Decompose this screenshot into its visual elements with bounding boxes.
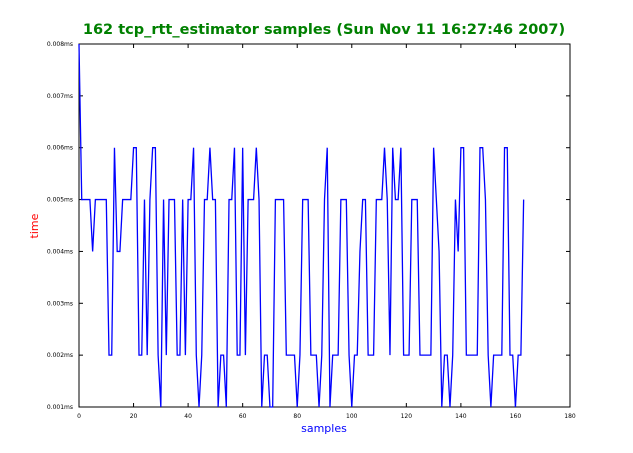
- y-tick-label: 0.004ms: [47, 248, 73, 255]
- chart-title: 162 tcp_rtt_estimator samples (Sun Nov 1…: [83, 22, 565, 38]
- y-tick-label: 0.005ms: [47, 197, 73, 204]
- y-tick-label: 0.003ms: [47, 300, 73, 307]
- data-series: [78, 43, 525, 408]
- x-tick-label: 60: [239, 413, 247, 420]
- x-tick-label: 160: [510, 413, 522, 420]
- y-tick-label: 0.001ms: [47, 404, 73, 411]
- x-tick-label: 140: [455, 413, 467, 420]
- y-tick-label: 0.006ms: [47, 145, 73, 152]
- y-tick-label: 0.007ms: [47, 93, 73, 100]
- x-tick-label: 20: [130, 413, 138, 420]
- y-tick-label: 0.002ms: [47, 352, 73, 359]
- x-tick-label: 0: [77, 413, 81, 420]
- y-tick-label: 0.008ms: [47, 41, 73, 48]
- x-tick-label: 180: [564, 413, 576, 420]
- x-axis-ticks: 0 20 40 60 80 100 120 140 160 180: [77, 44, 576, 420]
- x-tick-label: 100: [346, 413, 358, 420]
- plot-frame: [78, 43, 571, 408]
- x-tick-label: 40: [184, 413, 192, 420]
- x-axis-label: samples: [301, 422, 347, 435]
- x-tick-label: 80: [293, 413, 301, 420]
- series-line-0: [78, 43, 525, 408]
- x-tick-label: 120: [401, 413, 413, 420]
- y-axis-ticks: 0.001ms 0.002ms 0.003ms 0.004ms 0.005ms 0.006…: [47, 41, 570, 411]
- y-axis-label: time: [28, 213, 41, 238]
